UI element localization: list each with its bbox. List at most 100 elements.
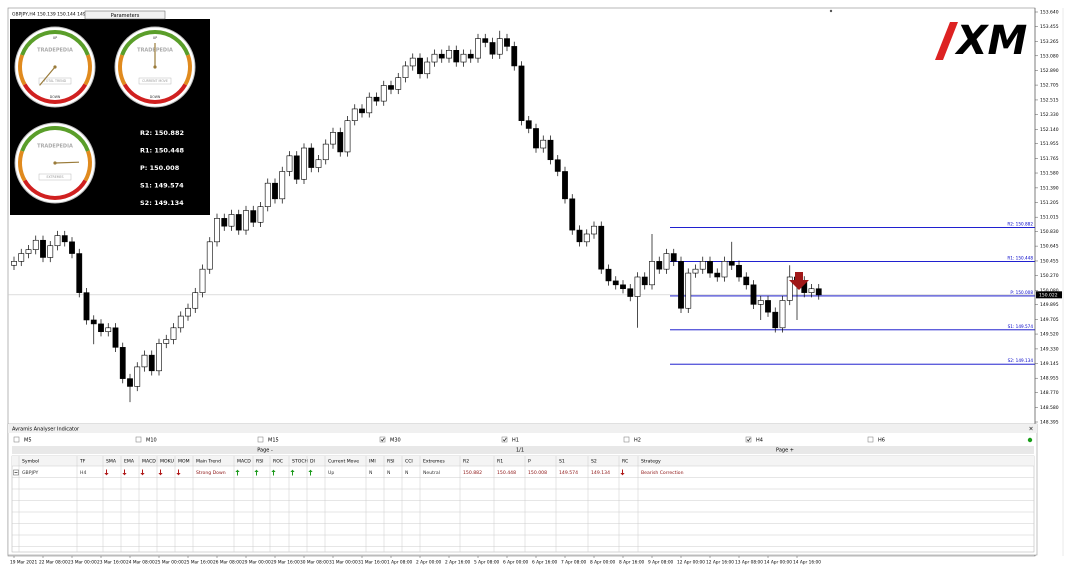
column-header: S1	[559, 459, 565, 465]
candle-body	[83, 292, 90, 321]
column-header: MACD	[237, 459, 251, 465]
checkbox-tick	[502, 437, 507, 442]
xm-logo: XM	[935, 18, 1027, 64]
candle-body	[272, 182, 278, 200]
timeframe-label: H2	[634, 438, 641, 444]
gauge-band	[18, 150, 27, 182]
candle-body	[192, 292, 199, 309]
candle-body	[322, 143, 329, 161]
x-tick-label: 24 Mar 08:00	[126, 560, 155, 566]
x-tick-label: 25 Mar 00:00	[155, 560, 184, 566]
candle-body	[279, 171, 286, 200]
candle-body	[119, 347, 126, 379]
candle-body	[40, 239, 46, 258]
timeframe-checkbox[interactable]	[257, 436, 264, 443]
timeframe-checkbox[interactable]	[135, 436, 142, 443]
x-tick-label: 31 Mar 16:00	[358, 560, 387, 566]
y-tick-label: 150.080	[1040, 288, 1059, 294]
candle-body	[779, 300, 786, 329]
timeframe-checkbox[interactable]	[379, 436, 386, 443]
timeframe-checkbox[interactable]	[745, 436, 752, 443]
pivot-summary: S1: 149.574	[140, 182, 184, 190]
candle-body	[460, 53, 467, 63]
timeframe-checkbox[interactable]	[13, 436, 20, 443]
candle-body	[243, 210, 249, 231]
x-tick-label: 1 Apr 08:00	[387, 560, 413, 566]
column-header: CCI	[405, 459, 413, 465]
arrow-up	[271, 469, 276, 476]
page-next[interactable]: Page +	[776, 448, 794, 454]
candle-body	[366, 96, 373, 114]
candle-body	[714, 272, 721, 278]
candle-body	[337, 132, 344, 153]
pivot-label: S2: 149.134	[1008, 358, 1034, 363]
column-header: S2	[591, 459, 597, 465]
gauge-caption: CURRENT MOVE	[142, 79, 168, 83]
candle-body	[25, 249, 32, 254]
table-header-bg	[12, 456, 1034, 466]
table-cell: 150.882	[463, 470, 482, 476]
candle-body	[112, 327, 119, 348]
arrow-down	[140, 469, 145, 476]
candle-body	[61, 235, 68, 243]
candle-body	[453, 50, 460, 63]
parameters-button[interactable]	[84, 10, 166, 20]
arrow-down	[158, 469, 163, 476]
candle-body	[395, 77, 402, 90]
timeframe-checkbox[interactable]	[623, 436, 630, 443]
candle-body	[678, 261, 684, 309]
candle-body	[380, 85, 387, 102]
candle-body	[134, 366, 141, 387]
table-cell: N	[369, 470, 372, 476]
candle-body	[344, 120, 351, 153]
y-tick-label: 150.830	[1040, 229, 1059, 235]
table-cell: 149.574	[559, 470, 578, 476]
candle-body	[815, 288, 822, 296]
candle-body	[649, 261, 655, 286]
analyser-panel: Avramis Analyser Indicator × Page - 1/1 …	[7, 423, 1038, 556]
candle-body	[32, 239, 39, 250]
x-tick-label: 14 Apr 00:00	[764, 560, 792, 566]
y-tick-label: 152.330	[1040, 112, 1059, 118]
y-tick-label: 151.015	[1040, 215, 1059, 221]
candle-body	[54, 235, 61, 247]
x-tick-label: 23 Mar 00:00	[68, 560, 97, 566]
table-cell: Up	[328, 470, 334, 476]
candle-body	[598, 225, 605, 270]
panel-close[interactable]: ×	[1028, 426, 1033, 433]
candle-body	[330, 132, 336, 145]
plot: R2: 150.882 R1: 150.448 P: 150.008 S1: 149.…	[8, 30, 1035, 403]
x-tick-label: 8 Apr 16:00	[619, 560, 645, 566]
candle-body	[11, 261, 17, 266]
parameters-label[interactable]: Parameters	[111, 13, 140, 19]
y-tick-label: 152.890	[1040, 68, 1059, 74]
timeframe-checkbox[interactable]	[867, 436, 874, 443]
arrow-down	[122, 469, 127, 476]
x-tick-label: 29 Mar 16:00	[271, 560, 300, 566]
y-tick-label: 148.955	[1040, 376, 1059, 382]
candle-body	[707, 261, 713, 274]
candle-body	[685, 272, 692, 309]
candle-body	[76, 253, 83, 293]
gauge-caption-box	[38, 173, 72, 181]
candle-body	[148, 354, 155, 372]
timeframe-checkbox[interactable]	[501, 436, 508, 443]
column-header: R1	[497, 459, 503, 465]
pivot-label: R2: 150.882	[1007, 222, 1033, 227]
pivot-summary: R2: 150.882	[140, 129, 184, 137]
y-tick-label: 153.080	[1040, 53, 1059, 59]
candle-body	[620, 284, 626, 290]
gauge-hub	[153, 65, 157, 69]
x-tick-label: 8 Apr 00:00	[590, 560, 616, 566]
column-header: RSI	[387, 459, 394, 465]
candle-body	[156, 343, 162, 372]
column-header: RSI	[256, 459, 263, 465]
candle-body	[670, 253, 677, 262]
column-header: IMI	[369, 459, 376, 465]
candle-body	[808, 288, 815, 293]
candle-body	[250, 210, 257, 223]
page-prev[interactable]: Page -	[257, 448, 273, 454]
candle-body	[446, 50, 452, 59]
y-tick-label: 149.145	[1040, 361, 1059, 367]
